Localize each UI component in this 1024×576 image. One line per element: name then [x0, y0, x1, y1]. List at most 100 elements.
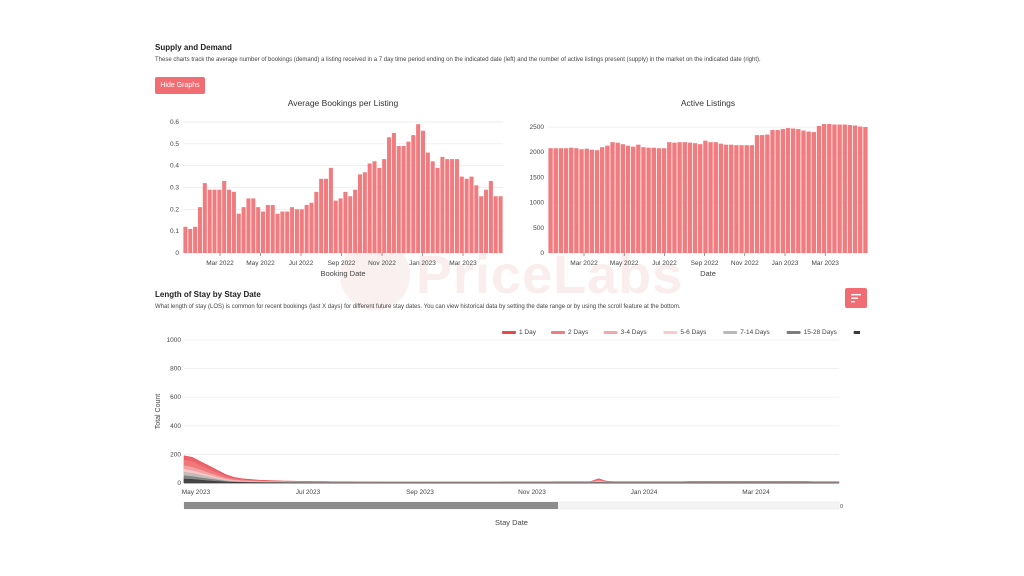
bar: [698, 144, 703, 253]
x-tick-label: Mar 2023: [811, 260, 839, 267]
x-tick-label: Mar 2022: [570, 260, 598, 267]
y-tick-label: 1500: [530, 174, 545, 181]
bar: [569, 147, 574, 253]
bar: [594, 150, 600, 253]
bar: [396, 146, 401, 253]
x-tick-label: May 2022: [246, 260, 275, 267]
bar: [811, 132, 816, 253]
bar: [260, 211, 266, 253]
bar: [646, 147, 651, 253]
y-tick-label: 0: [177, 480, 181, 487]
bar: [411, 135, 416, 253]
x-tick-label: Nov 2022: [368, 260, 396, 267]
x-tick-label: Mar 2024: [742, 489, 770, 496]
bar: [863, 127, 868, 253]
hide-graphs-button[interactable]: Hide Graphs: [155, 77, 205, 94]
bar: [630, 146, 636, 253]
y-tick-label: 2000: [530, 149, 545, 156]
y-tick-label: 1000: [167, 337, 182, 344]
y-axis-title: Total Count: [155, 394, 162, 429]
bar: [304, 204, 309, 253]
y-tick-label: 0.4: [170, 163, 179, 170]
x-tick-label: Nov 2023: [518, 489, 546, 496]
bar: [692, 143, 698, 253]
bar: [324, 178, 329, 253]
bar: [816, 126, 822, 253]
bar: [202, 183, 207, 253]
bar: [749, 145, 755, 253]
los-title: Length of Stay by Stay Date: [155, 290, 261, 299]
range-slider-value: 0: [840, 504, 843, 510]
bar: [677, 142, 682, 253]
bar: [729, 144, 734, 253]
bar: [217, 189, 222, 253]
range-slider-window[interactable]: [184, 502, 558, 509]
bar: [718, 143, 724, 253]
bar: [241, 207, 246, 253]
bar: [760, 135, 765, 253]
bar: [574, 148, 579, 253]
bar: [661, 148, 667, 253]
active-listings-chart: Active Listings 0 500 1000 1500 2000 2500 Mar 2…: [530, 98, 868, 278]
y-tick-label: 0.2: [170, 206, 179, 213]
bar: [723, 144, 729, 253]
los-chart: Total Count 0 200 400 600 800 1000 1 Day 2 Days 3…: [155, 329, 860, 527]
bar: [474, 185, 479, 253]
legend-label: 3-4 Days: [621, 329, 648, 336]
bar: [847, 125, 853, 253]
bar: [801, 130, 806, 253]
bar: [734, 145, 739, 253]
bar: [858, 126, 863, 253]
bar: [188, 228, 193, 253]
bar: [754, 135, 760, 253]
bar: [222, 180, 227, 253]
x-tick-label: Jul 2022: [289, 260, 314, 267]
x-tick-label: Jul 2022: [652, 260, 677, 267]
bar: [387, 137, 392, 253]
y-tick-label: 0.3: [170, 185, 179, 192]
legend-label: 2 Days: [568, 329, 589, 336]
bar: [641, 147, 646, 253]
bar: [391, 132, 396, 253]
bar: [625, 145, 631, 253]
bar: [615, 142, 620, 253]
bar: [285, 211, 290, 253]
bar: [553, 148, 558, 253]
bar: [656, 148, 662, 253]
legend-label: 5-6 Days: [680, 329, 707, 336]
bar: [620, 144, 626, 253]
bar: [367, 163, 372, 253]
bar: [651, 147, 656, 253]
bar: [406, 141, 411, 253]
y-tick-label: 400: [170, 423, 181, 430]
supply-demand-description: These charts track the average number of…: [155, 57, 761, 63]
bar: [401, 146, 406, 253]
y-tick-label: 1000: [530, 200, 545, 207]
x-tick-label: Sep 2023: [406, 489, 434, 496]
avg-bookings-chart: Average Bookings per Listing 0 0.1 0.2 0.3 0.…: [170, 98, 503, 278]
bar: [842, 124, 847, 253]
bar: [430, 161, 435, 253]
bar: [469, 176, 474, 253]
y-tick-label: 0.1: [170, 228, 179, 235]
bar: [488, 180, 493, 253]
bar: [207, 189, 212, 253]
x-axis-title: Stay Date: [495, 518, 528, 527]
legend-swatch: [786, 331, 801, 334]
x-tick-label: Sep 2022: [328, 260, 356, 267]
bar: [479, 196, 484, 253]
bar: [770, 130, 775, 253]
bar: [348, 196, 353, 253]
bar: [687, 142, 693, 253]
legend-label: 15-28 Days: [804, 329, 838, 336]
bar: [338, 198, 343, 253]
supply-demand-title: Supply and Demand: [155, 43, 232, 52]
bar: [275, 213, 280, 253]
x-tick-label: Sep 2022: [691, 260, 719, 267]
legend-swatch: [551, 331, 565, 334]
bar: [270, 204, 275, 253]
bar: [459, 176, 464, 253]
chart-menu-button[interactable]: [845, 288, 867, 308]
bar: [212, 189, 217, 253]
bar: [484, 189, 489, 253]
